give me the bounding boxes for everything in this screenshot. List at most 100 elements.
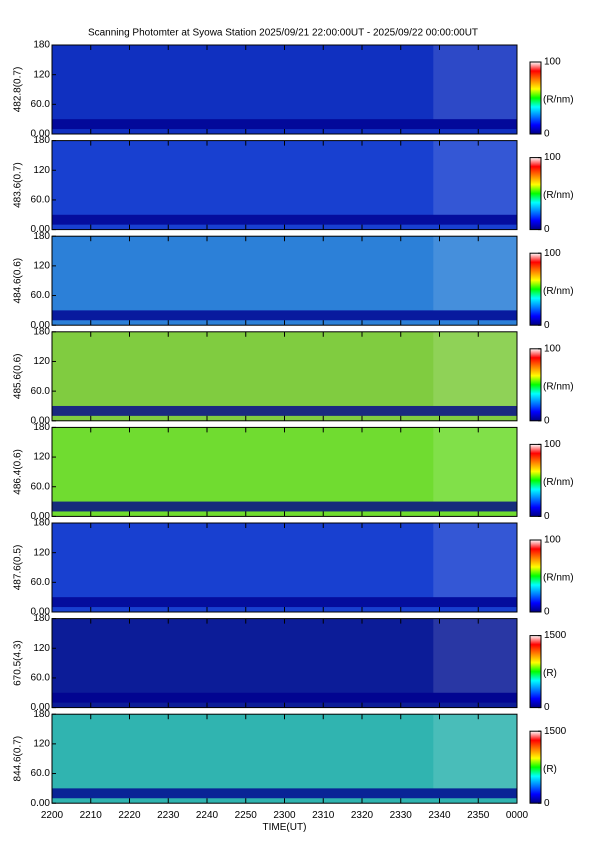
heatmap-band [52, 788, 517, 799]
colorbar [529, 730, 542, 804]
x-tick-label: 2200 [41, 810, 64, 821]
colorbar-tick-label: 0 [544, 607, 550, 618]
colorbar-tick-label: 1500 [544, 726, 567, 737]
x-tick-label: 0000 [506, 810, 529, 821]
x-tick-label: 2340 [428, 810, 451, 821]
y-tick-label: 180 [33, 613, 50, 624]
colorbar-label: (R/nm) [543, 477, 574, 488]
heatmap [52, 331, 517, 421]
y-tick-label: 120 [33, 261, 50, 272]
y-tick-label: 60.0 [31, 386, 51, 397]
colorbar-tick-label: 100 [544, 57, 561, 68]
x-tick-label: 2250 [235, 810, 258, 821]
heatmap-band [433, 714, 517, 789]
y-axis-label: 485.6(0.6) [13, 354, 24, 400]
colorbar-label: (R) [543, 764, 557, 775]
colorbar-label: (R/nm) [543, 190, 574, 201]
y-tick-label: 0.00 [31, 511, 51, 522]
colorbar-label: (R/nm) [543, 95, 574, 106]
x-tick-label: 2240 [196, 810, 219, 821]
colorbar-tick-label: 100 [544, 248, 561, 259]
colorbar-tick-label: 100 [544, 152, 561, 163]
colorbar [529, 635, 542, 709]
y-tick-label: 120 [33, 739, 50, 750]
y-tick-label: 60.0 [31, 99, 51, 110]
y-tick-label: 120 [33, 69, 50, 80]
y-tick-label: 0.00 [31, 129, 51, 140]
y-axis-label: 483.6(0.7) [13, 162, 24, 208]
heatmap-band [433, 427, 517, 502]
y-tick-label: 0.00 [31, 702, 51, 713]
y-tick-label: 0.00 [31, 320, 51, 331]
y-axis-label: 487.6(0.5) [13, 545, 24, 591]
y-tick-label: 180 [33, 135, 50, 146]
y-tick-label: 180 [33, 40, 50, 51]
heatmap-band [433, 140, 517, 215]
colorbar-tick-label: 0 [544, 511, 550, 522]
colorbar-label: (R) [543, 668, 557, 679]
y-tick-label: 180 [33, 231, 50, 242]
x-axis-label: TIME(UT) [263, 822, 307, 833]
heatmap-band [52, 692, 517, 703]
y-tick-label: 120 [33, 547, 50, 558]
x-tick-label: 2220 [118, 810, 141, 821]
colorbar [529, 252, 542, 326]
x-tick-label: 2330 [390, 810, 413, 821]
colorbar [529, 348, 542, 422]
x-tick-label: 2350 [467, 810, 490, 821]
y-axis-label: 484.6(0.6) [13, 258, 24, 304]
chart-title: Scanning Photomter at Syowa Station 2025… [88, 28, 478, 39]
y-tick-label: 60.0 [31, 195, 51, 206]
colorbar-tick-label: 0 [544, 702, 550, 713]
colorbar [529, 539, 542, 613]
x-tick-label: 2300 [273, 810, 296, 821]
y-tick-label: 120 [33, 165, 50, 176]
y-tick-label: 0.00 [31, 415, 51, 426]
y-tick-label: 0.00 [31, 224, 51, 235]
colorbar [529, 443, 542, 517]
heatmap-band [433, 45, 517, 120]
heatmap-band [433, 618, 517, 693]
x-tick-label: 2210 [80, 810, 103, 821]
colorbar-label: (R/nm) [543, 573, 574, 584]
y-tick-label: 120 [33, 356, 50, 367]
colorbar-tick-label: 0 [544, 129, 550, 140]
colorbar-tick-label: 100 [544, 343, 561, 354]
y-tick-label: 120 [33, 643, 50, 654]
colorbar-tick-label: 0 [544, 415, 550, 426]
y-tick-label: 180 [33, 422, 50, 433]
y-tick-label: 60.0 [31, 577, 51, 588]
y-axis-label: 844.6(0.7) [13, 736, 24, 782]
heatmap-band [52, 405, 517, 416]
colorbar-tick-label: 1500 [544, 630, 567, 641]
colorbar-label: (R/nm) [543, 381, 574, 392]
y-tick-label: 180 [33, 518, 50, 529]
heatmap-band [52, 214, 517, 225]
heatmap-band [52, 119, 517, 130]
x-tick-label: 2310 [312, 810, 335, 821]
colorbar-label: (R/nm) [543, 286, 574, 297]
colorbar-tick-label: 0 [544, 798, 550, 809]
y-tick-label: 60.0 [31, 673, 51, 684]
y-tick-label: 60.0 [31, 290, 51, 301]
y-tick-label: 0.00 [31, 607, 51, 618]
colorbar [529, 61, 542, 135]
heatmap-band [433, 236, 517, 311]
heatmap-band [433, 523, 517, 598]
y-tick-label: 180 [33, 326, 50, 337]
colorbar-tick-label: 0 [544, 320, 550, 331]
y-tick-label: 60.0 [31, 481, 51, 492]
colorbar-tick-label: 100 [544, 535, 561, 546]
y-tick-label: 180 [33, 709, 50, 720]
heatmap-band [433, 331, 517, 406]
y-tick-label: 0.00 [31, 798, 51, 809]
y-axis-label: 482.8(0.7) [13, 67, 24, 113]
y-axis-label: 670.5(4.3) [13, 640, 24, 686]
colorbar [529, 157, 542, 231]
heatmap-band [52, 597, 517, 608]
heatmap-band [52, 501, 517, 512]
y-tick-label: 60.0 [31, 768, 51, 779]
heatmap-band [52, 310, 517, 321]
